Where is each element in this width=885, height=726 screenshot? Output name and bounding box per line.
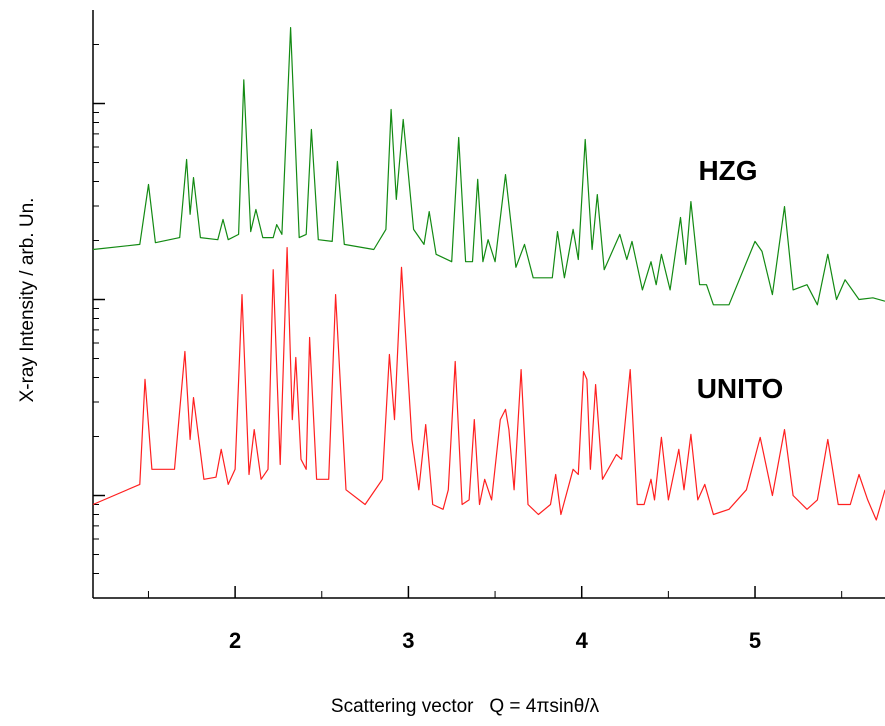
x-tick-label: 3 [402, 628, 414, 653]
x-axis-label: Scattering vector Q = 4πsinθ/λ [331, 696, 600, 717]
series-label: UNITO [697, 373, 784, 404]
series-line [92, 27, 885, 306]
x-tick-label: 4 [576, 628, 589, 653]
x-tick-label: 5 [749, 628, 761, 653]
y-axis-label: X-ray Intensity / arb. Un. [17, 198, 38, 403]
series-line [92, 247, 885, 521]
x-tick-label: 2 [229, 628, 241, 653]
series-label: HZG [698, 155, 757, 186]
